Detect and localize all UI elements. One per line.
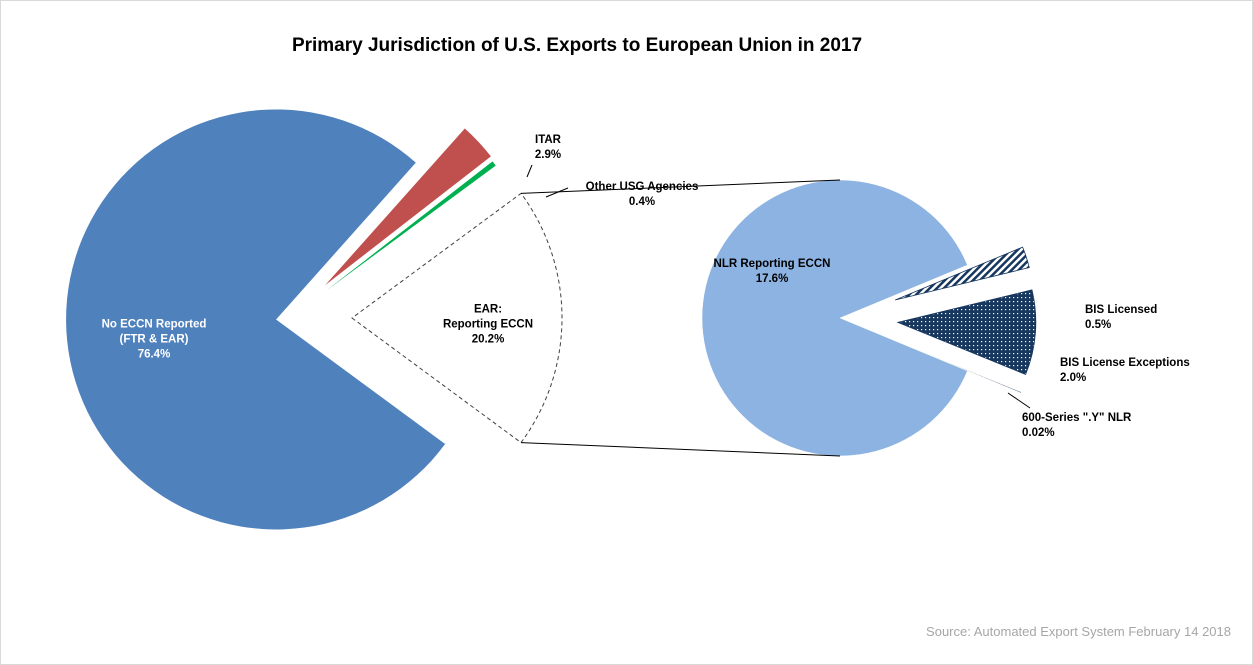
leader-line xyxy=(526,164,533,178)
value-label: 0.02% xyxy=(1022,427,1055,439)
pie-slice xyxy=(701,179,968,457)
data-label: Other USG Agencies 0.4% xyxy=(586,180,699,210)
category-label: No ECCN Reported (FTR & EAR) xyxy=(101,318,207,346)
data-label: BIS Licensed 0.5% xyxy=(1085,303,1157,333)
leader-line xyxy=(545,187,569,198)
value-label: 0.4% xyxy=(628,196,656,208)
category-label: Other USG Agencies xyxy=(585,181,699,193)
data-label: 600-Series ".Y" NLR 0.02% xyxy=(1022,411,1131,441)
value-label: 0.5% xyxy=(1085,319,1112,331)
data-label: No ECCN Reported (FTR & EAR) 76.4% xyxy=(102,318,207,363)
category-label: ITAR xyxy=(535,134,561,146)
data-label: BIS License Exceptions 2.0% xyxy=(1060,356,1190,386)
data-label: NLR Reporting ECCN 17.6% xyxy=(714,257,831,287)
leader-line xyxy=(1007,392,1031,409)
pie-slice xyxy=(894,246,1030,301)
expanded-slice xyxy=(351,192,563,444)
value-label: 2.9% xyxy=(534,149,562,161)
category-label: BIS Licensed xyxy=(1085,304,1158,316)
data-label: ITAR 2.9% xyxy=(535,133,561,163)
pie-slice xyxy=(896,289,1037,375)
chart-title: Primary Jurisdiction of U.S. Exports to … xyxy=(291,35,863,56)
pie-slice xyxy=(325,128,491,286)
pie-slice xyxy=(326,161,496,291)
data-label: EAR: Reporting ECCN 20.2% xyxy=(443,303,533,348)
connector-line xyxy=(521,442,841,457)
connector-line xyxy=(521,179,841,194)
category-label: NLR Reporting ECCN xyxy=(713,258,831,270)
pie-slice xyxy=(893,339,1022,394)
category-label: EAR: Reporting ECCN xyxy=(442,303,534,331)
value-label: 2.0% xyxy=(1060,372,1087,384)
value-label: 20.2% xyxy=(471,333,505,346)
source-note: Source: Automated Export System February… xyxy=(926,624,1231,639)
category-label: BIS License Exceptions xyxy=(1060,357,1190,369)
value-label: 76.4% xyxy=(137,348,171,361)
value-label: 17.6% xyxy=(755,273,789,285)
pie-slice xyxy=(66,109,446,530)
category-label: 600-Series ".Y" NLR xyxy=(1022,412,1132,424)
